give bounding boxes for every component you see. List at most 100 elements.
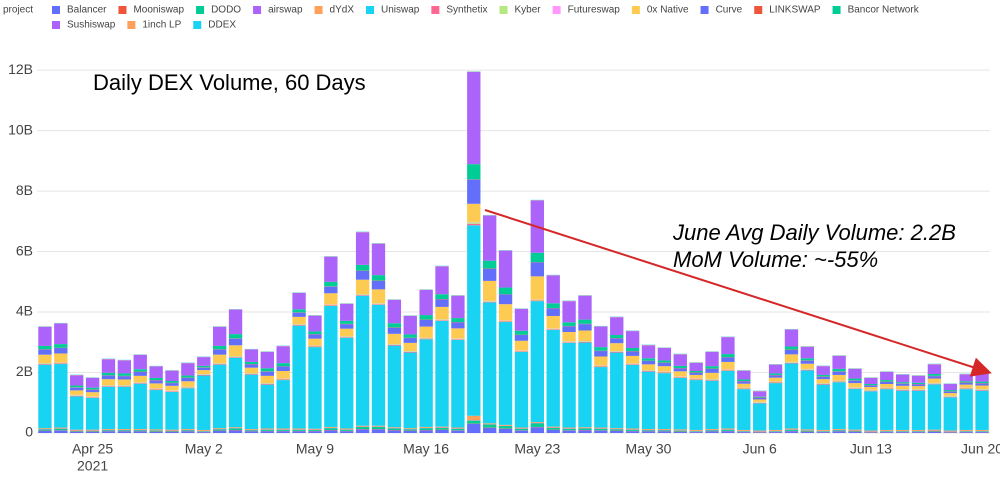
legend: project Balancer Mooniswap DODO airswap dYdX…	[3, 5, 920, 31]
legend-swatch	[832, 6, 841, 14]
bar-segment	[260, 371, 274, 376]
bar-segment	[784, 363, 799, 429]
bar-segment	[435, 429, 449, 433]
bar-segment	[38, 364, 52, 365]
bar-segment	[657, 360, 672, 363]
bar-segment	[292, 316, 306, 325]
y-tick-label: 8B	[16, 182, 33, 198]
bar-segment	[117, 376, 132, 380]
bar-segment	[371, 280, 386, 290]
bar-segment	[514, 350, 529, 352]
bar-segment	[673, 430, 687, 432]
bar-segment	[864, 390, 878, 391]
x-tick-label: May 16	[403, 441, 449, 457]
bar-segment	[673, 431, 687, 433]
bar-segment	[610, 428, 624, 430]
bar-segment	[768, 431, 783, 432]
bar-segment	[610, 352, 624, 429]
bar-segment	[355, 279, 370, 295]
bar-segment	[483, 280, 497, 301]
bar-segment	[70, 395, 84, 396]
legend-item: Uniswap	[366, 5, 420, 16]
bar-segment	[562, 430, 576, 433]
bar-segment	[181, 388, 195, 430]
bar-segment	[181, 429, 195, 430]
bar-segment	[975, 429, 989, 431]
bar-segment	[70, 387, 84, 391]
x-tick-label: May 9	[296, 441, 334, 457]
bar-segment	[308, 338, 322, 346]
bar-segment	[864, 385, 878, 388]
bar-segment	[244, 373, 259, 375]
legend-item: 0x Native	[631, 5, 689, 16]
bar-segment	[927, 384, 942, 430]
bar-segment	[371, 425, 386, 427]
bar-segment	[228, 430, 243, 433]
bar-segment	[70, 395, 84, 397]
bar-segment	[181, 377, 195, 382]
bar-segment	[530, 299, 544, 301]
bar-segment	[673, 368, 687, 372]
bar-segment	[38, 354, 52, 364]
bar-segment	[737, 379, 751, 381]
bar-segment	[70, 385, 84, 388]
bar-segment	[768, 375, 783, 378]
x-tick-label: Jun 13	[850, 441, 892, 457]
bar-segment	[355, 295, 370, 296]
bar-segment	[70, 429, 84, 431]
bar-segment	[943, 391, 957, 394]
legend-label: LINKSWAP	[769, 5, 821, 16]
bar-segment	[435, 319, 449, 321]
bar-segment	[435, 426, 449, 428]
bar-segment	[610, 343, 624, 352]
bar-segment	[816, 374, 830, 377]
bar-segment	[340, 337, 354, 429]
legend-label: Synthetix	[446, 5, 487, 16]
bar-segment	[848, 387, 862, 389]
bar-segment	[260, 384, 274, 385]
legend-label: Kyber	[515, 5, 542, 16]
bar-segment	[165, 370, 179, 381]
bar-segment	[292, 429, 306, 431]
bar-segment	[880, 371, 894, 381]
bar-segment	[514, 335, 529, 341]
y-tick-label: 0	[25, 424, 33, 440]
bar-segment	[864, 391, 878, 431]
bar-segment	[880, 429, 894, 431]
bar-segment	[133, 382, 147, 384]
bar-segment	[133, 371, 147, 376]
bar-segment	[451, 339, 465, 340]
bar-segment	[451, 428, 465, 431]
legend-item: DODO	[196, 5, 241, 16]
bar-segment	[673, 377, 687, 430]
bar-segment	[959, 381, 973, 383]
bar-segment	[530, 276, 544, 300]
bar-segment	[816, 431, 830, 432]
bar-segment	[149, 366, 163, 378]
bar-segment	[832, 371, 846, 375]
bar-segment	[911, 382, 926, 385]
bar-segment	[911, 389, 926, 391]
bar-segment	[959, 374, 973, 382]
bar-segment	[578, 427, 592, 429]
legend-swatch	[253, 6, 262, 14]
legend-swatch	[52, 21, 60, 29]
bar-segment	[435, 306, 449, 320]
bar-segment	[212, 428, 227, 430]
bar-segment	[832, 429, 846, 430]
bar-segment	[895, 431, 910, 432]
legend-item: Mooniswap	[118, 5, 184, 16]
bar-segment	[38, 364, 52, 429]
bar-segment	[85, 396, 100, 398]
bar-segment	[451, 430, 465, 433]
bar-segment	[324, 305, 338, 427]
bar-segment	[895, 382, 910, 384]
bar-segment	[371, 275, 386, 281]
legend-swatch	[431, 6, 440, 14]
legend-swatch	[366, 6, 374, 14]
bar-segment	[355, 294, 370, 296]
bar-segment	[530, 423, 544, 427]
bar-segment	[387, 345, 402, 428]
y-tick-label: 4B	[16, 303, 33, 319]
